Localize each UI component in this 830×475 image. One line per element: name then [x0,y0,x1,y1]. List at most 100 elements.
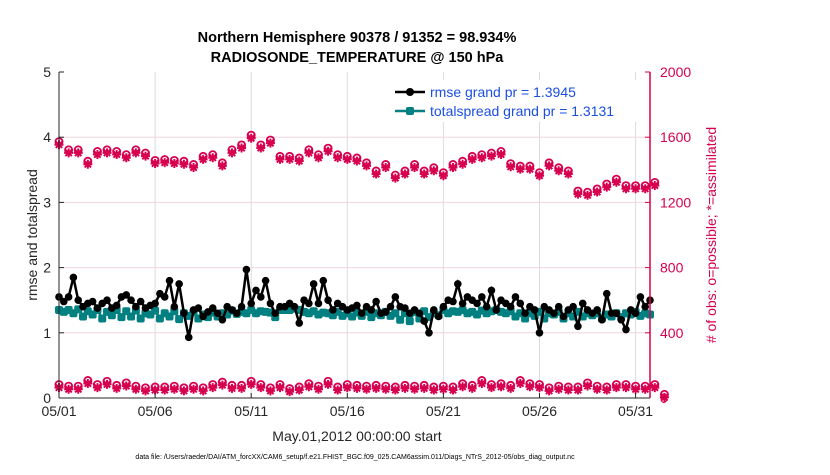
assimilated-marker [189,384,199,394]
obs-count-point [640,181,650,194]
obs-count-point [342,380,352,393]
legend-rmse: rmse grand pr = 1.3945 [430,84,576,100]
assimilated-marker [534,171,544,181]
x-tick-label: 05/31 [618,403,653,419]
obs-count-point [265,135,275,148]
obs-count-point [285,151,295,164]
obs-count-point [304,379,314,392]
totalspread-point [405,317,414,326]
assimilated-marker [381,163,391,173]
assimilated-marker [169,158,179,168]
rmse-point [554,302,563,311]
assimilated-marker [544,386,554,396]
assimilated-marker [381,384,391,394]
obs-count-point [381,160,391,173]
obs-count-point [208,380,218,393]
rmse-point [530,306,539,314]
assimilated-marker [563,169,573,179]
obs-count-point [265,383,275,396]
rmse-point [612,309,621,318]
rmse-point [160,293,169,301]
assimilated-marker [179,386,189,396]
rmse-point [449,297,457,306]
assimilated-marker [390,385,400,395]
assimilated-marker [563,385,573,395]
chart-title-line-1: Northern Hemisphere 90378 / 91352 = 98.9… [198,30,517,46]
assimilated-marker [112,383,122,393]
assimilated-marker [256,143,266,153]
rmse-point [641,302,649,311]
rmse-point [454,280,462,288]
rmse-point [329,306,337,314]
obs-count-point [179,383,189,396]
obs-count-point [342,151,352,164]
assimilated-marker [208,153,218,163]
assimilated-marker [323,146,333,156]
obs-count-point [631,381,641,394]
assimilated-marker [150,385,160,395]
obs-count-point [102,145,112,158]
obs-count-point [659,389,669,402]
legend-totalspread: totalspread grand pr = 1.3131 [430,103,614,119]
obs-count-point [515,161,525,174]
assimilated-marker [217,380,227,390]
assimilated-marker [352,383,362,393]
rmse-point [516,299,525,308]
totalspread-point [127,312,136,321]
assimilated-marker [438,384,448,394]
obs-count-point [285,384,295,397]
x-tick-label: 05/16 [330,403,365,419]
assimilated-marker [650,383,660,393]
obs-count-point [602,382,612,395]
assimilated-marker [246,379,256,389]
chart-title-line-2: RADIOSONDE_TEMPERATURE @ 150 hPa [211,50,505,66]
assimilated-marker [515,164,525,174]
assimilated-marker [92,383,102,393]
assimilated-marker [467,383,477,393]
obs-count-point [544,383,554,396]
obs-count-point [198,151,208,164]
obs-count-point [208,150,218,163]
rmse-point [521,309,529,318]
x-axis-label: May.01,2012 00:00:00 start [272,428,442,444]
rmse-point [617,315,625,324]
obs-count-point [371,166,381,179]
assimilated-marker [592,187,602,197]
obs-count-point [650,380,660,393]
assimilated-marker [189,163,199,173]
assimilated-marker [131,384,141,394]
rmse-point [170,302,179,311]
assimilated-marker [275,154,285,164]
rmse-point [261,276,270,285]
y-left-tick-label: 5 [43,64,51,80]
x-tick-label: 05/11 [234,403,268,419]
rmse-point [314,299,323,308]
assimilated-marker [477,153,487,163]
assimilated-marker [631,184,641,194]
assimilated-marker [486,151,496,161]
assimilated-marker [659,392,669,402]
series-marks [54,130,669,402]
totalspread-point [396,315,405,324]
assimilated-marker [429,385,439,395]
obs-count-point [525,161,535,174]
y-left-tick-label: 4 [43,129,51,145]
rmse-point [636,293,645,301]
obs-count-point [333,150,343,163]
assimilated-marker [583,190,593,200]
assimilated-marker [611,383,621,393]
assimilated-marker [285,154,295,164]
data-file-footer: data file: /Users/raeder/DAI/ATM_forcXX/… [135,454,575,461]
assimilated-marker [333,153,343,163]
obs-count-point [611,174,621,187]
obs-count-point [611,380,621,393]
assimilated-marker [573,385,583,395]
assimilated-marker [342,383,352,393]
obs-count-point [275,380,285,393]
obs-count-point [438,381,448,394]
grid [59,72,650,398]
assimilated-marker [131,148,141,158]
assimilated-marker [150,158,160,168]
obs-count-point [169,155,179,168]
